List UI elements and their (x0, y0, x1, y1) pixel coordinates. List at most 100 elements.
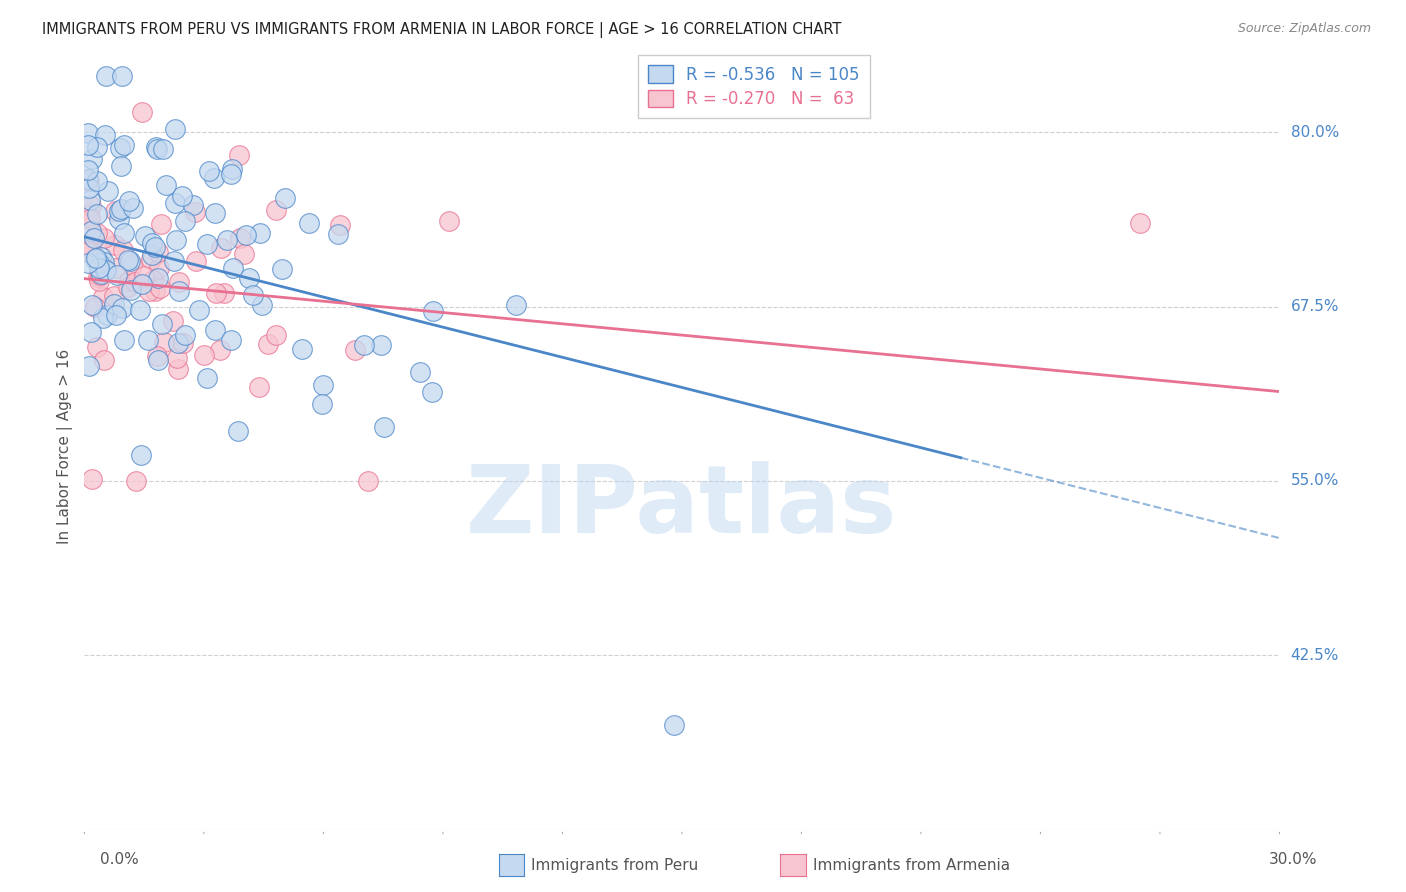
Point (80, 472, 103, 486)
Point (195, 371, 218, 385)
Point (136, 333, 159, 347)
Text: IMMIGRANTS FROM PERU VS IMMIGRANTS FROM ARMENIA IN LABOR FORCE | AGE > 16 CORREL: IMMIGRANTS FROM PERU VS IMMIGRANTS FROM … (42, 22, 842, 38)
Point (264, 203, 287, 218)
Point (86, 340, 108, 354)
Point (152, 142, 174, 156)
Point (212, 286, 235, 301)
Point (170, 189, 193, 203)
Point (208, 343, 231, 358)
Point (311, 397, 333, 411)
Point (155, 178, 177, 193)
Point (117, 253, 139, 268)
Point (181, 198, 204, 212)
Point (167, 275, 190, 289)
Text: Immigrants from Armenia: Immigrants from Armenia (813, 858, 1010, 872)
Point (153, 334, 176, 349)
Text: 42.5%: 42.5% (1291, 648, 1339, 663)
Point (107, 203, 129, 218)
Point (141, 235, 163, 250)
Point (139, 252, 162, 266)
Point (83, 252, 105, 267)
Point (93, 254, 115, 268)
Point (104, 308, 127, 322)
Point (77, 138, 100, 153)
Point (129, 448, 152, 462)
Point (195, 236, 218, 251)
Point (79, 219, 101, 234)
Point (143, 240, 166, 254)
Point (141, 247, 163, 261)
Y-axis label: In Labor Force | Age > 16: In Labor Force | Age > 16 (58, 349, 73, 543)
Point (84, 251, 107, 265)
Point (112, 334, 135, 348)
Point (215, 233, 238, 247)
Point (145, 350, 167, 364)
Point (162, 314, 184, 328)
Point (117, 274, 139, 288)
Point (249, 227, 271, 241)
Point (205, 285, 228, 300)
Text: Immigrants from Peru: Immigrants from Peru (531, 858, 699, 872)
Point (329, 218, 352, 232)
Point (103, 297, 125, 311)
Point (273, 191, 295, 205)
Point (197, 164, 219, 178)
Point (146, 244, 169, 259)
Point (204, 323, 226, 337)
Point (79, 174, 101, 188)
Point (148, 261, 170, 276)
Point (409, 365, 432, 379)
Point (79, 199, 101, 213)
Text: ZIPatlas: ZIPatlas (467, 461, 897, 553)
Point (219, 167, 242, 181)
Text: 55.0%: 55.0% (1291, 474, 1339, 488)
Point (219, 334, 242, 348)
Point (77, 255, 100, 269)
Point (77, 163, 100, 178)
Point (111, 70, 134, 84)
Point (112, 227, 135, 241)
Point (90, 267, 112, 281)
Point (167, 284, 190, 298)
Point (93, 263, 115, 277)
Point (420, 384, 443, 399)
Point (204, 206, 226, 220)
Point (174, 328, 197, 343)
Point (104, 204, 127, 219)
Point (353, 338, 375, 352)
Point (118, 254, 141, 268)
Point (257, 337, 280, 351)
Point (77, 181, 100, 195)
Point (77, 172, 100, 186)
Point (112, 244, 135, 258)
Point (174, 214, 197, 228)
Point (77, 126, 100, 140)
Point (131, 105, 153, 120)
Point (122, 201, 145, 215)
Text: 30.0%: 30.0% (1270, 852, 1317, 867)
Point (238, 271, 260, 285)
Point (209, 241, 232, 255)
Point (124, 275, 146, 289)
Point (226, 424, 249, 438)
Point (134, 228, 156, 243)
Point (107, 211, 129, 226)
Point (232, 246, 254, 260)
Point (117, 280, 139, 294)
Point (221, 162, 243, 177)
Legend: R = -0.536   N = 105, R = -0.270   N =  63: R = -0.536 N = 105, R = -0.270 N = 63 (638, 55, 869, 119)
Point (86, 226, 108, 240)
Point (80, 152, 103, 166)
Point (150, 318, 173, 332)
Point (104, 261, 127, 276)
Point (86, 139, 108, 153)
Point (77, 206, 100, 220)
Point (80, 298, 103, 312)
Point (94, 263, 117, 277)
Point (112, 138, 135, 153)
Point (193, 348, 215, 362)
Text: 80.0%: 80.0% (1291, 125, 1339, 140)
Point (149, 217, 172, 231)
Point (87, 273, 110, 287)
Point (1129, 216, 1152, 230)
